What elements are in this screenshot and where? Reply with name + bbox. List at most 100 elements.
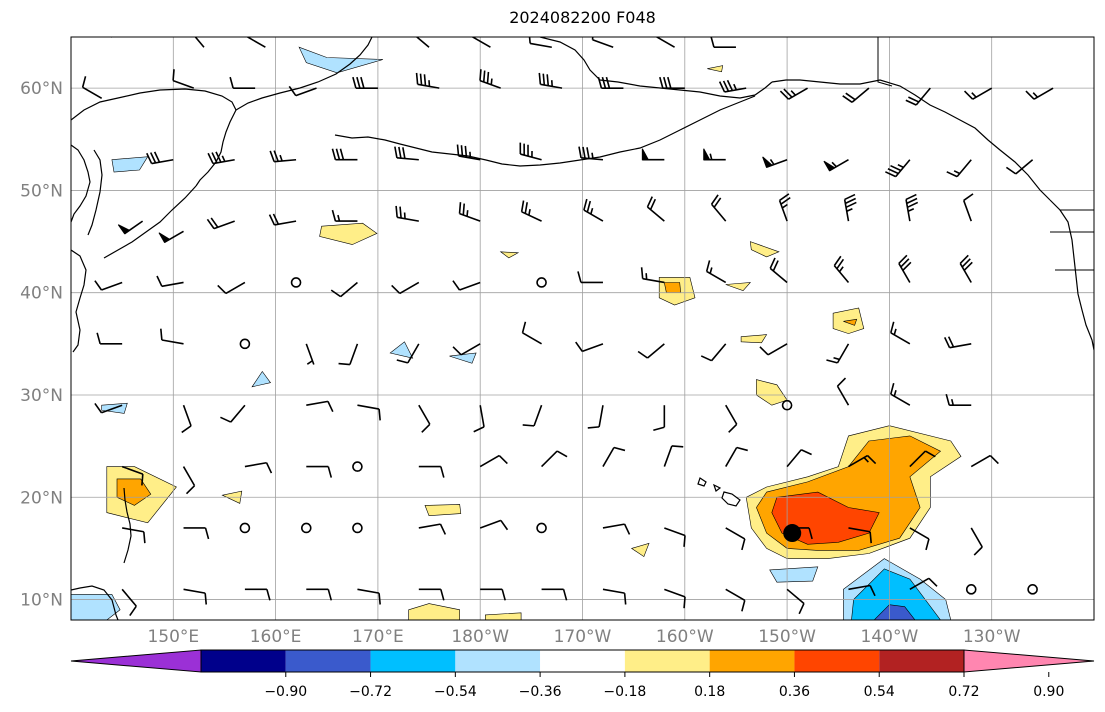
colorbar-segment: [879, 650, 964, 672]
anomaly-region-26: [725, 282, 752, 292]
wind-barb: [473, 405, 485, 433]
wind-barb: [207, 151, 235, 165]
storm-marker-layer: [783, 524, 802, 543]
lon-tick-label: 150°W: [758, 627, 816, 647]
lon-tick-label: 180°W: [451, 627, 509, 647]
wind-barb: [536, 522, 547, 534]
wind-barb: [898, 254, 912, 283]
wind-barb: [538, 72, 563, 89]
wind-barb: [778, 193, 791, 222]
colorbar-label: 0.90: [1033, 684, 1064, 700]
wind-barb: [418, 588, 445, 601]
lat-tick-label: 60°N: [20, 79, 63, 99]
wind-barb: [418, 465, 445, 478]
lon-tick-label: 160°E: [250, 627, 302, 647]
wind-barb: [653, 405, 666, 431]
wind-barb: [664, 588, 686, 609]
wind-barb: [541, 588, 568, 601]
wind-barb: [239, 522, 251, 534]
wind-barb: [244, 588, 271, 601]
wind-barb: [229, 76, 256, 89]
anomaly-region-25: [740, 334, 768, 344]
wind-barb: [300, 522, 312, 534]
wind-barb: [963, 87, 993, 100]
wind-barb: [220, 404, 246, 423]
wind-barb: [117, 220, 144, 235]
anomaly-region-17: [71, 594, 121, 620]
colorbar-segment: [370, 650, 456, 672]
wind-barb: [519, 142, 542, 161]
wind-barb: [206, 217, 235, 230]
lat-tick-label: 10°N: [20, 591, 63, 611]
wind-barb: [418, 523, 447, 535]
canada-us-border: [877, 37, 1094, 271]
coastline-alaska-south: [771, 79, 1051, 201]
wind-barb: [182, 466, 196, 495]
wind-barb: [759, 343, 788, 356]
wind-barb: [659, 76, 685, 89]
coastline-asia: [71, 144, 91, 223]
wind-barb: [848, 527, 872, 544]
wind-barb: [700, 343, 727, 362]
wind-barb: [352, 76, 378, 89]
wind-barb: [890, 321, 911, 345]
wind-barb: [959, 254, 973, 283]
lat-tick-label: 30°N: [20, 386, 63, 406]
wind-barb: [96, 332, 123, 345]
wind-barb: [1025, 87, 1054, 100]
wind-barb: [833, 255, 850, 283]
colorbar-segment: [540, 650, 625, 672]
wind-barb: [357, 404, 381, 421]
wind-barb: [575, 341, 604, 353]
anomaly-region-9: [319, 222, 378, 245]
wind-barb: [109, 37, 112, 38]
wind-barb: [121, 588, 137, 616]
wind-barb: [330, 281, 358, 298]
wind-barb: [268, 213, 297, 226]
wind-barb: [94, 402, 123, 414]
lon-tick-label: 170°W: [554, 627, 612, 647]
wind-barb: [655, 37, 675, 48]
wind-barb: [725, 404, 738, 433]
anomaly-region-19: [769, 566, 819, 583]
lon-tick-label: 160°W: [656, 627, 714, 647]
wind-barb: [909, 527, 930, 551]
wind-barb: [122, 527, 146, 544]
anomaly-region-16: [873, 604, 916, 620]
wind-barb: [452, 343, 481, 356]
anomaly-region-22: [408, 603, 461, 620]
wind-barb: [395, 205, 419, 222]
colorbar-segment: [201, 650, 286, 672]
wind-barb: [160, 328, 184, 345]
wind-barb: [456, 144, 481, 161]
coastline-alaska-west: [539, 37, 773, 99]
wind-barb: [479, 69, 501, 89]
wind-barb: [290, 277, 302, 288]
wind-barb: [602, 523, 631, 535]
wind-barb: [843, 193, 857, 222]
wind-barb: [781, 399, 793, 411]
wind-barb: [710, 194, 727, 222]
wind-barb: [81, 76, 103, 100]
wind-barb: [121, 465, 144, 486]
colorbar-label: 0.54: [864, 684, 895, 700]
anomaly-region-12: [298, 46, 384, 74]
colorbar-frame: [200, 649, 965, 673]
wind-barb: [520, 200, 542, 222]
wind-barb: [890, 382, 911, 406]
wind-barb: [480, 588, 506, 601]
colorbar-label: −0.36: [519, 684, 562, 700]
axis-ticks: 150°E 160°E 170°E 180°W 170°W 160°W 150°W 140°W…: [20, 79, 1021, 647]
anomaly-region-20: [424, 504, 462, 517]
wind-barb: [641, 148, 665, 161]
wind-barb: [458, 202, 481, 222]
coastline-sakhalin: [87, 149, 103, 236]
colorbar-extend-high: [963, 649, 1095, 673]
wind-barb: [602, 588, 627, 605]
wind-barb: [452, 280, 481, 291]
wind-barb: [541, 450, 568, 468]
wind-barb: [725, 527, 746, 551]
wind-barb: [357, 588, 381, 605]
lon-tick-label: 130°W: [963, 627, 1021, 647]
